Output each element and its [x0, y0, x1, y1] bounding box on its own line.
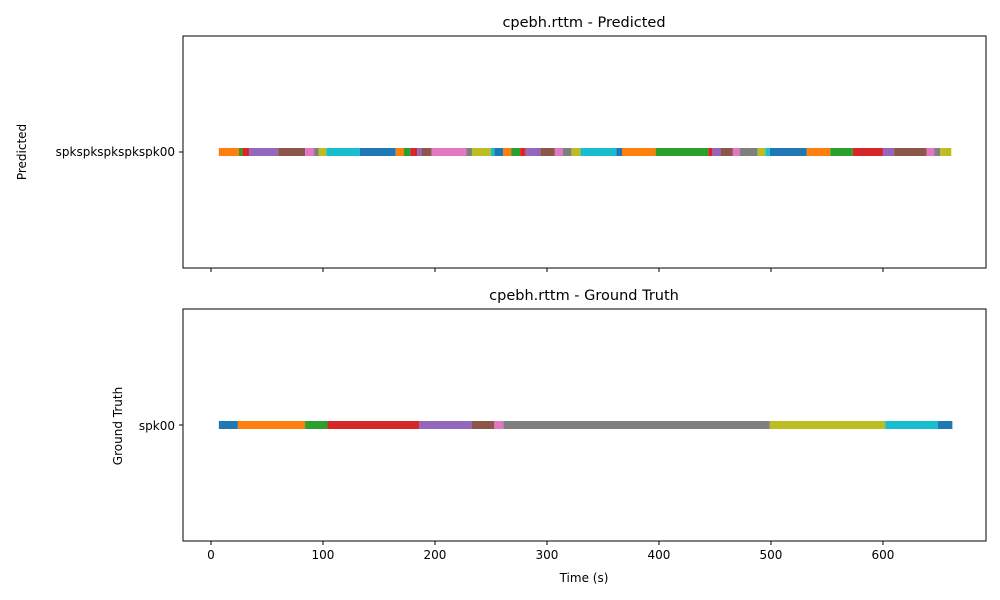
ground-truth-xtick-label-6: 600 — [872, 548, 895, 562]
ground-truth-segment-1 — [237, 421, 306, 429]
predicted-segment-45 — [926, 148, 935, 156]
predicted-ylabel: Predicted — [15, 124, 29, 180]
predicted-segment-5 — [305, 148, 315, 156]
predicted-segment-46 — [934, 148, 941, 156]
predicted-segment-2 — [242, 148, 250, 156]
predicted-segment-12 — [410, 148, 418, 156]
ground-truth-segment-9 — [885, 421, 938, 429]
predicted-segment-18 — [490, 148, 495, 156]
ground-truth-xtick-label-5: 500 — [760, 548, 783, 562]
ground-truth-title: cpebh.rttm - Ground Truth — [489, 288, 679, 304]
ground-truth-segment-8 — [769, 421, 886, 429]
predicted-segment-47 — [940, 148, 952, 156]
predicted-segment-23 — [525, 148, 541, 156]
predicted-segment-0 — [218, 148, 239, 156]
predicted-segment-14 — [421, 148, 432, 156]
predicted-segment-42 — [852, 148, 883, 156]
predicted-segment-17 — [471, 148, 491, 156]
predicted-segments — [218, 148, 952, 156]
ground-truth-xtick-label-0: 0 — [207, 548, 215, 562]
predicted-segment-7 — [318, 148, 327, 156]
ground-truth-segment-4 — [419, 421, 472, 429]
ground-truth-segments — [218, 421, 953, 429]
predicted-segment-30 — [622, 148, 656, 156]
predicted-segment-16 — [466, 148, 472, 156]
predicted-segment-27 — [571, 148, 581, 156]
ground-truth-xtick-label-1: 100 — [312, 548, 335, 562]
predicted-segment-34 — [720, 148, 733, 156]
predicted-segment-25 — [554, 148, 563, 156]
predicted-segment-24 — [540, 148, 555, 156]
predicted-segment-20 — [503, 148, 512, 156]
predicted-segment-35 — [732, 148, 740, 156]
predicted-segment-33 — [712, 148, 721, 156]
ground-truth-segment-2 — [305, 421, 328, 429]
ground-truth-row-label: spk00 — [139, 419, 175, 433]
predicted-title: cpebh.rttm - Predicted — [502, 15, 665, 31]
predicted-segment-10 — [395, 148, 404, 156]
predicted-row-label: spkspkspkspkspk00 — [56, 145, 175, 159]
predicted-segment-43 — [882, 148, 895, 156]
ground-truth-segment-3 — [327, 421, 420, 429]
predicted-segment-15 — [431, 148, 467, 156]
ground-truth-segment-5 — [471, 421, 495, 429]
predicted-segment-31 — [655, 148, 709, 156]
predicted-segment-36 — [739, 148, 758, 156]
predicted-xticks — [179, 151, 884, 272]
ground-truth-panel: cpebh.rttm - Ground Truth Ground Truth s… — [111, 288, 987, 585]
predicted-segment-28 — [580, 148, 617, 156]
x-axis-label: Time (s) — [559, 571, 609, 585]
predicted-segment-19 — [494, 148, 504, 156]
ground-truth-segment-0 — [218, 421, 238, 429]
predicted-segment-3 — [249, 148, 279, 156]
predicted-segment-4 — [278, 148, 306, 156]
predicted-segment-38 — [765, 148, 770, 156]
ground-truth-segment-7 — [503, 421, 770, 429]
predicted-panel: cpebh.rttm - Predicted Predicted spkspks… — [15, 15, 987, 272]
ground-truth-ylabel: Ground Truth — [111, 387, 125, 465]
predicted-segment-44 — [894, 148, 927, 156]
ground-truth-axes-frame — [182, 308, 987, 542]
predicted-segment-39 — [769, 148, 807, 156]
predicted-segment-6 — [314, 148, 319, 156]
predicted-segment-26 — [562, 148, 572, 156]
predicted-segment-37 — [757, 148, 766, 156]
ground-truth-xticks: 0 100 200 300 400 500 600 — [179, 424, 895, 562]
predicted-segment-1 — [238, 148, 243, 156]
predicted-segment-32 — [708, 148, 713, 156]
ground-truth-segment-6 — [494, 421, 504, 429]
predicted-segment-13 — [417, 148, 422, 156]
predicted-segment-22 — [520, 148, 526, 156]
predicted-segment-8 — [326, 148, 360, 156]
predicted-axes-frame — [182, 35, 987, 269]
ground-truth-xtick-label-4: 400 — [648, 548, 671, 562]
predicted-segment-40 — [806, 148, 831, 156]
ground-truth-segment-10 — [937, 421, 953, 429]
ground-truth-xtick-label-2: 200 — [424, 548, 447, 562]
ground-truth-xtick-label-3: 300 — [536, 548, 559, 562]
predicted-segment-29 — [616, 148, 623, 156]
predicted-segment-41 — [830, 148, 853, 156]
predicted-segment-9 — [359, 148, 396, 156]
predicted-segment-21 — [511, 148, 521, 156]
predicted-segment-11 — [403, 148, 411, 156]
